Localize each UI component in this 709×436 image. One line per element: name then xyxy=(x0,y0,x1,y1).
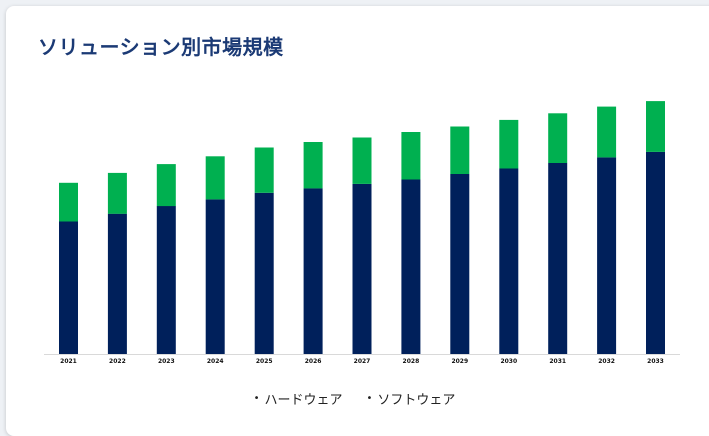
bar-software-2021 xyxy=(59,182,78,222)
bar-hardware-2033 xyxy=(646,151,665,354)
x-tick-label-2031: 2031 xyxy=(549,358,566,365)
bar-hardware-2026 xyxy=(303,188,323,354)
bar-software-2028 xyxy=(401,132,421,180)
bar-hardware-2030 xyxy=(499,168,519,354)
bar-software-2022 xyxy=(107,172,127,214)
bar-software-2030 xyxy=(499,119,519,169)
bar-software-2024 xyxy=(205,156,225,200)
bar-hardware-2023 xyxy=(156,206,176,354)
legend-bullet-icon: • xyxy=(366,392,373,404)
x-tick-label-2022: 2022 xyxy=(109,358,126,365)
bar-hardware-2027 xyxy=(352,183,372,354)
bar-software-2026 xyxy=(303,142,323,189)
x-tick-label-2024: 2024 xyxy=(207,358,224,365)
bar-software-2033 xyxy=(646,101,665,152)
bar-software-2027 xyxy=(352,137,372,184)
x-tick-label-2021: 2021 xyxy=(60,358,77,365)
x-tick-label-2033: 2033 xyxy=(647,358,664,365)
x-tick-label-2026: 2026 xyxy=(305,358,322,365)
bar-software-2032 xyxy=(597,106,617,158)
legend-item-software: • ソフトウェア xyxy=(367,389,456,408)
bar-group xyxy=(59,101,665,354)
x-tick-label-2025: 2025 xyxy=(256,358,273,365)
x-tick-label-2027: 2027 xyxy=(354,358,371,365)
x-tick-labels: 2021 2022 2023 2024 2025 2026 2027 2028 2029 2030… xyxy=(60,358,664,365)
bar-software-2025 xyxy=(254,147,274,193)
x-tick-label-2032: 2032 xyxy=(598,358,615,365)
bar-hardware-2025 xyxy=(254,192,274,354)
bar-hardware-2031 xyxy=(548,162,568,354)
x-tick-label-2030: 2030 xyxy=(500,358,517,365)
bar-hardware-2028 xyxy=(401,179,421,354)
legend-item-hardware: • ハードウェア xyxy=(254,389,343,408)
legend-label-hardware: ハードウェア xyxy=(264,393,343,408)
bar-software-2023 xyxy=(156,164,176,207)
bar-hardware-2022 xyxy=(107,213,127,354)
bar-hardware-2024 xyxy=(205,199,225,354)
x-tick-label-2023: 2023 xyxy=(158,358,175,365)
stacked-bar-chart: 2021 2022 2023 2024 2025 2026 2027 2028 2029 2030… xyxy=(44,101,680,365)
bar-software-2031 xyxy=(548,113,568,163)
bar-software-2029 xyxy=(450,126,470,174)
x-tick-label-2028: 2028 xyxy=(403,358,420,365)
bar-hardware-2029 xyxy=(450,174,470,354)
chart-title: ソリューション別市場規模 xyxy=(38,35,284,59)
legend-label-software: ソフトウェア xyxy=(377,393,456,408)
x-tick-label-2029: 2029 xyxy=(451,358,468,365)
bar-hardware-2032 xyxy=(597,157,617,354)
legend-bullet-icon: • xyxy=(253,392,260,404)
chart-legend: • ハードウェア • ソフトウェア xyxy=(0,389,709,408)
bar-hardware-2021 xyxy=(59,221,78,354)
